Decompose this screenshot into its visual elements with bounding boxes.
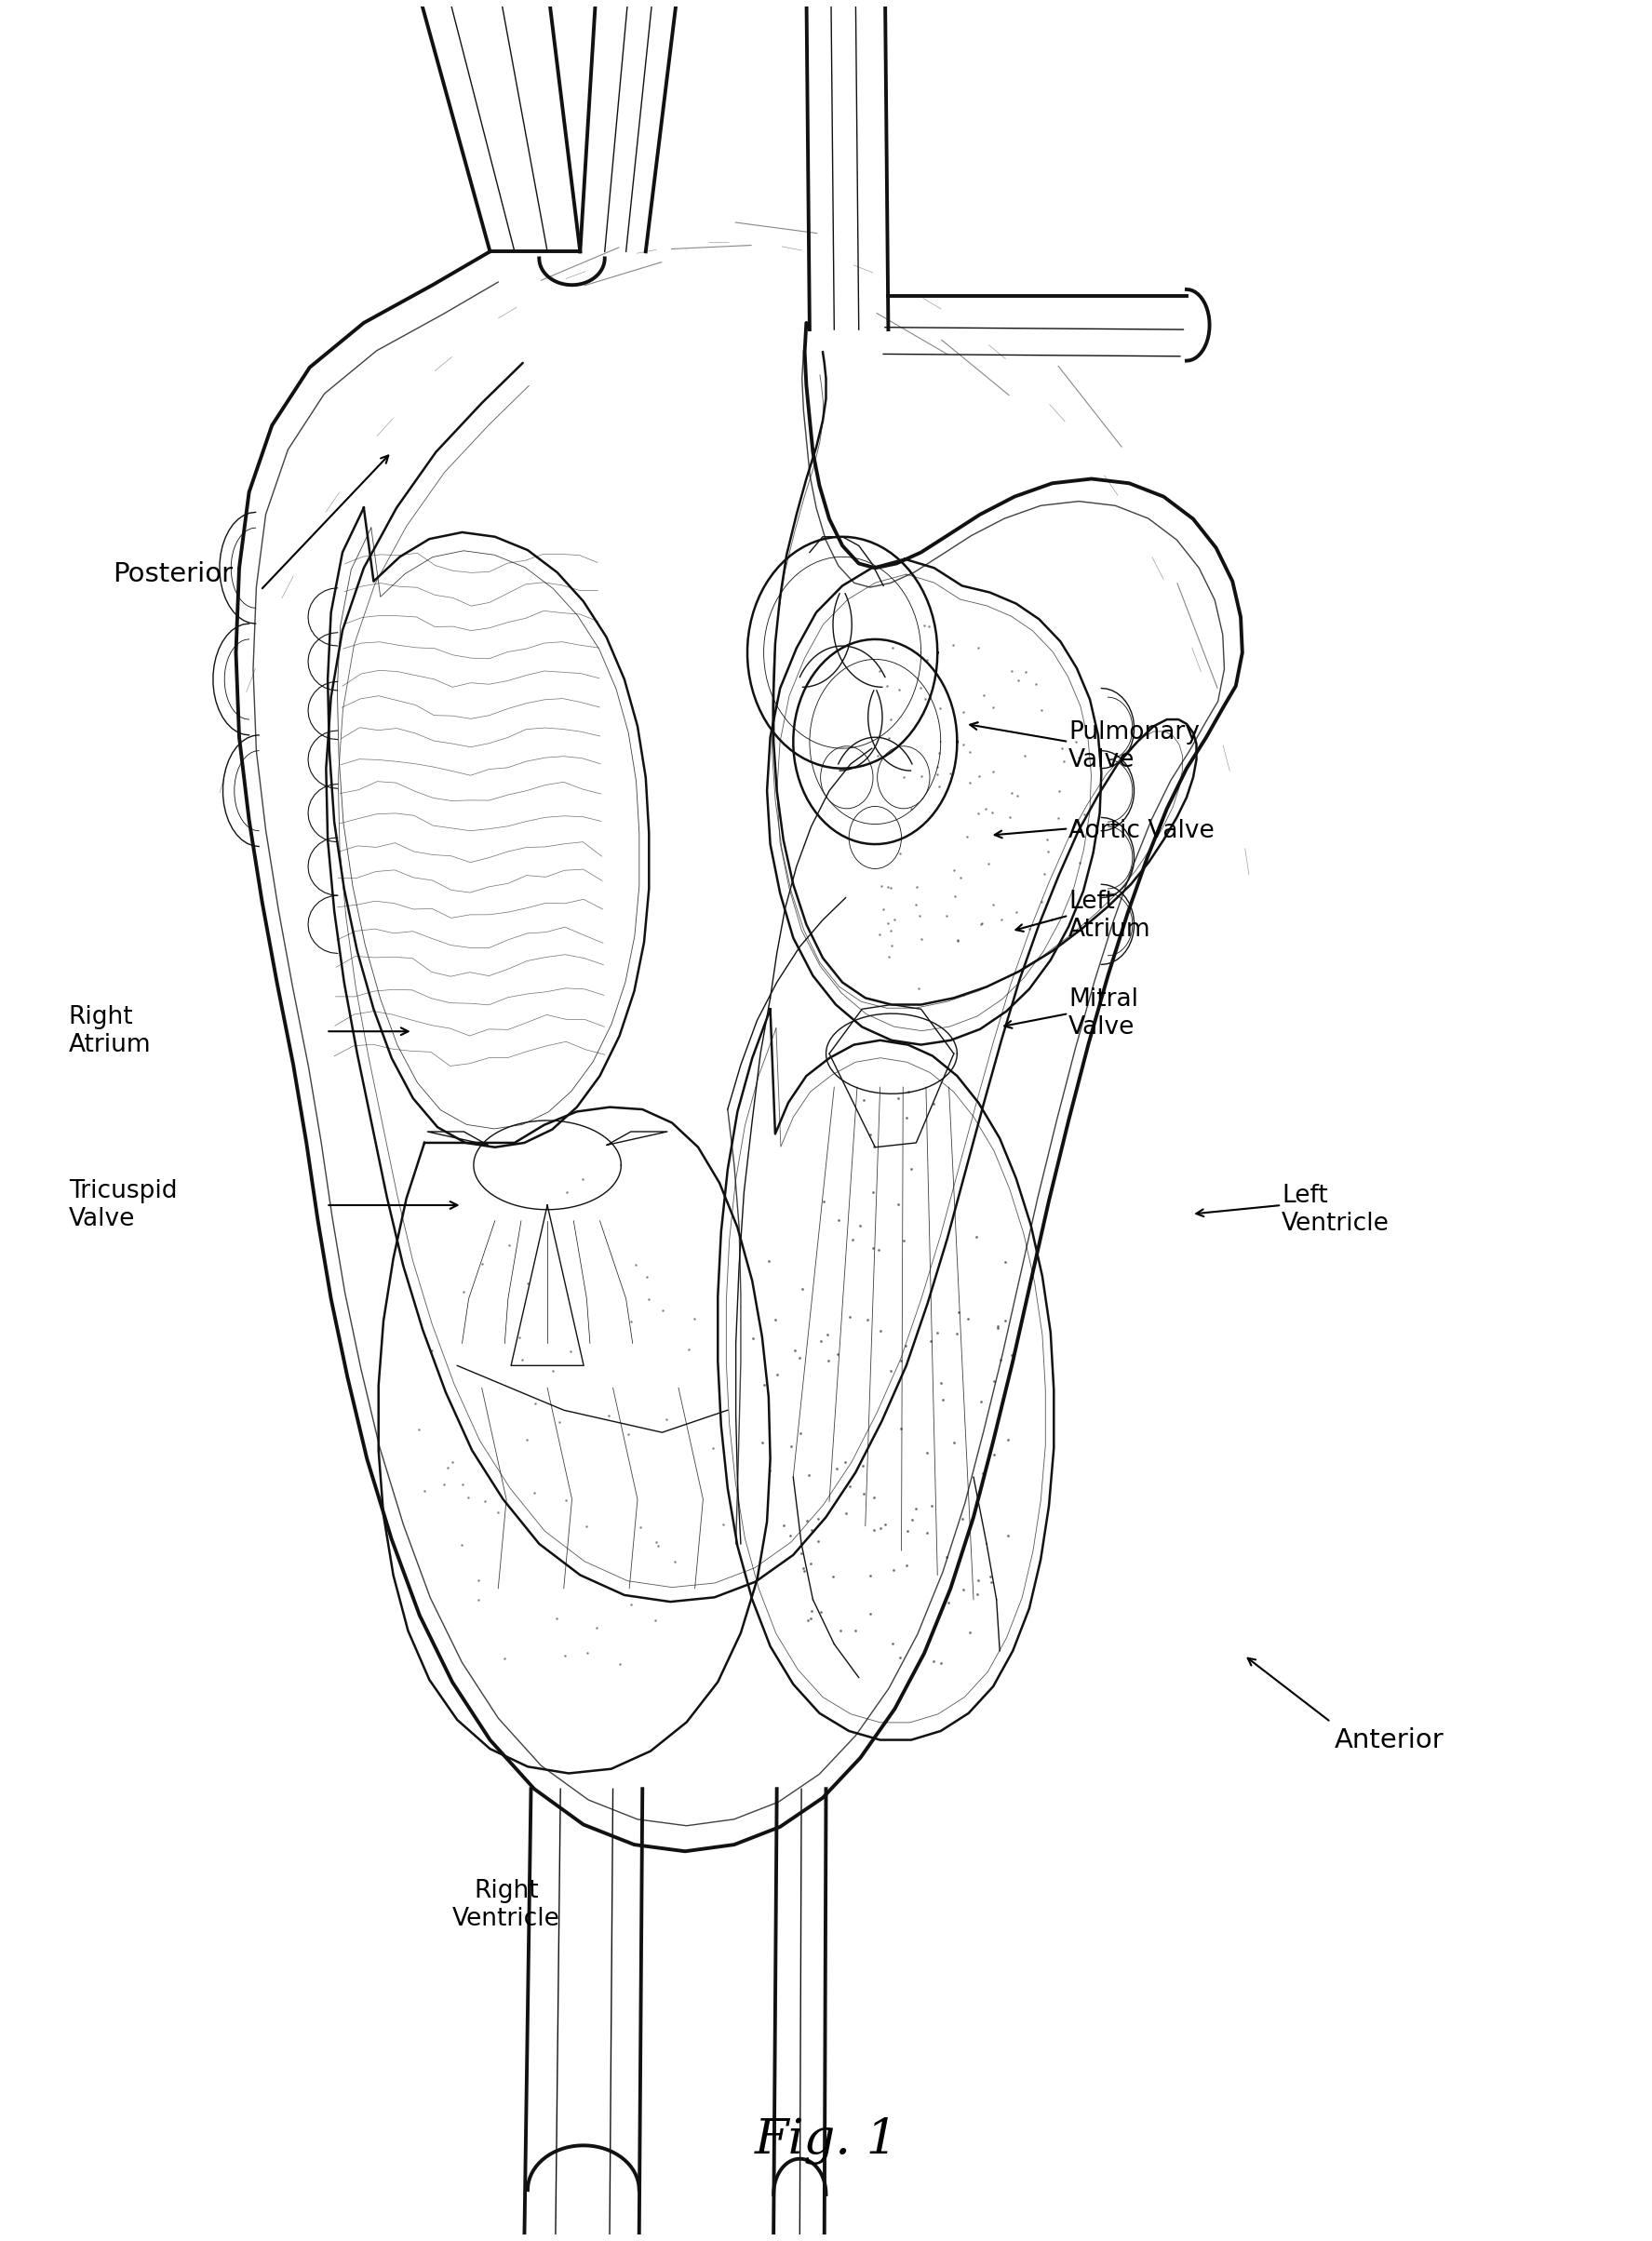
Text: Posterior: Posterior bbox=[112, 562, 233, 587]
Text: Anterior: Anterior bbox=[1335, 1728, 1444, 1752]
Text: Fig. 1: Fig. 1 bbox=[755, 2118, 897, 2165]
Text: Mitral
Valve: Mitral Valve bbox=[1069, 988, 1138, 1040]
Text: Left
Atrium: Left Atrium bbox=[1069, 890, 1151, 941]
Text: Tricuspid
Valve: Tricuspid Valve bbox=[69, 1179, 177, 1230]
Text: Left
Ventricle: Left Ventricle bbox=[1282, 1183, 1389, 1235]
Text: Aortic Valve: Aortic Valve bbox=[1069, 818, 1214, 843]
Text: Pulmonary
Valve: Pulmonary Valve bbox=[1069, 719, 1199, 773]
Text: Right
Atrium: Right Atrium bbox=[69, 1006, 152, 1058]
Text: Right
Ventricle: Right Ventricle bbox=[453, 1878, 560, 1932]
